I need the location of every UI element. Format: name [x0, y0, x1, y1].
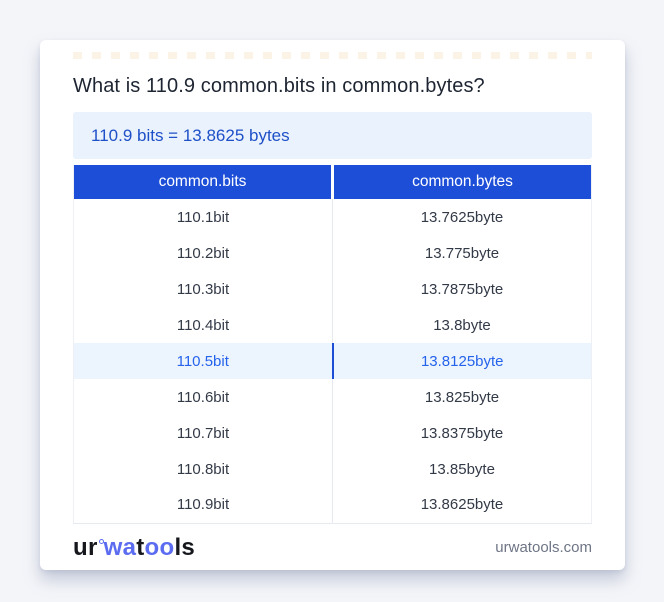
logo-segment-dark: ur [73, 533, 98, 561]
converter-card: What is 110.9 common.bits in common.byte… [40, 40, 625, 570]
bytes-cell[interactable]: 13.8125byte [331, 343, 592, 379]
bytes-cell[interactable]: 13.8byte [332, 307, 592, 343]
decor-dashes [73, 52, 592, 59]
bits-cell[interactable]: 110.4bit [73, 307, 333, 343]
table-row[interactable]: 110.2bit 13.775byte [73, 235, 592, 271]
column-header-bytes: common.bytes [331, 165, 592, 199]
table-row[interactable]: 110.3bit 13.7875byte [73, 271, 592, 307]
bits-cell[interactable]: 110.9bit [73, 487, 333, 524]
card-footer: ur watools urwatools.com [73, 524, 592, 572]
page-title: What is 110.9 common.bits in common.byte… [73, 75, 485, 97]
bytes-cell[interactable]: 13.8375byte [332, 415, 592, 451]
bytes-cell[interactable]: 13.7625byte [332, 199, 592, 235]
bytes-cell[interactable]: 13.825byte [332, 379, 592, 415]
bits-cell[interactable]: 110.7bit [73, 415, 333, 451]
bits-cell[interactable]: 110.8bit [73, 451, 333, 487]
conversion-result: 110.9 bits = 13.8625 bytes [73, 112, 592, 159]
bits-cell[interactable]: 110.5bit [73, 343, 333, 379]
bits-cell[interactable]: 110.2bit [73, 235, 333, 271]
table-row[interactable]: 110.7bit 13.8375byte [73, 415, 592, 451]
logo-ring-icon [98, 538, 104, 544]
logo-segment-dark: t [136, 533, 145, 561]
bytes-cell[interactable]: 13.7875byte [332, 271, 592, 307]
bits-cell[interactable]: 110.3bit [73, 271, 333, 307]
bits-cell[interactable]: 110.1bit [73, 199, 333, 235]
logo-segment-blue: wa [103, 533, 137, 561]
bits-cell[interactable]: 110.6bit [73, 379, 333, 415]
table-row[interactable]: 110.6bit 13.825byte [73, 379, 592, 415]
table-header-row: common.bits common.bytes [73, 165, 592, 199]
bytes-cell[interactable]: 13.8625byte [332, 487, 592, 524]
conversion-result-text: 110.9 bits = 13.8625 bytes [91, 126, 290, 145]
bytes-cell[interactable]: 13.85byte [332, 451, 592, 487]
table-row[interactable]: 110.5bit 13.8125byte [73, 343, 592, 379]
logo-segment-blue: oo [144, 533, 175, 561]
logo-segment-dark: ls [174, 533, 196, 561]
site-logo[interactable]: ur watools [73, 533, 196, 561]
conversion-table: common.bits common.bytes 110.1bit 13.762… [73, 165, 592, 524]
table-row[interactable]: 110.9bit 13.8625byte [73, 487, 592, 524]
table-row[interactable]: 110.8bit 13.85byte [73, 451, 592, 487]
column-header-bits: common.bits [73, 165, 333, 199]
site-domain: urwatools.com [495, 539, 592, 556]
table-row[interactable]: 110.1bit 13.7625byte [73, 199, 592, 235]
table-row[interactable]: 110.4bit 13.8byte [73, 307, 592, 343]
bytes-cell[interactable]: 13.775byte [332, 235, 592, 271]
